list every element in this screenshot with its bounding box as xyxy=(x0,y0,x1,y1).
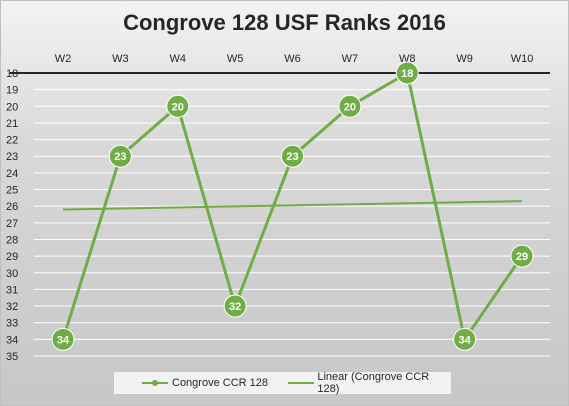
legend-label-series: Congrove CCR 128 xyxy=(172,377,268,389)
chart-title: Congrove 128 USF Ranks 2016 xyxy=(123,10,446,35)
data-point xyxy=(338,94,362,118)
data-point xyxy=(223,294,247,318)
x-tick-label: W8 xyxy=(399,53,416,65)
x-tick-label: W7 xyxy=(342,53,359,65)
legend: Congrove CCR 128 Linear (Congrove CCR 12… xyxy=(113,371,452,395)
legend-label-trendline: Linear (Congrove CCR 128) xyxy=(317,371,430,395)
y-tick-label: 19 xyxy=(6,85,18,97)
legend-line-icon xyxy=(288,372,314,394)
y-tick-label: 27 xyxy=(6,218,18,230)
data-point xyxy=(51,327,75,351)
data-label: 23 xyxy=(286,151,298,163)
y-tick-label: 34 xyxy=(6,334,18,346)
trendline-layer xyxy=(62,200,523,211)
y-tick-label: 35 xyxy=(6,351,18,363)
legend-line-marker-icon xyxy=(142,372,168,394)
y-tick-label: 24 xyxy=(6,168,18,180)
x-tick-label: W9 xyxy=(456,53,473,65)
y-tick-label: 21 xyxy=(6,118,18,130)
y-tick-label: 22 xyxy=(6,135,18,147)
series-layer: 34 23 20 32 23 20 18 34 29 xyxy=(51,61,534,351)
y-tick-label: 25 xyxy=(6,185,18,197)
y-tick-label: 30 xyxy=(6,268,18,280)
axis-tick-labels: 18 19 20 21 22 23 24 25 26 27 28 29 30 31 32 33 34 35 W2 W3… xyxy=(6,53,533,363)
data-point xyxy=(510,244,534,268)
data-label: 29 xyxy=(516,251,528,263)
gridlines xyxy=(10,72,550,357)
x-tick-label: W2 xyxy=(55,53,72,65)
x-tick-label: W4 xyxy=(170,53,187,65)
y-tick-label: 23 xyxy=(6,151,18,163)
y-tick-label: 33 xyxy=(6,318,18,330)
data-point xyxy=(395,61,419,85)
x-tick-label: W6 xyxy=(284,53,301,65)
y-tick-label: 29 xyxy=(6,251,18,263)
y-tick-label: 18 xyxy=(6,68,18,80)
data-label: 34 xyxy=(57,334,70,346)
data-label: 20 xyxy=(344,101,356,113)
trendline xyxy=(62,200,523,211)
x-tick-label: W10 xyxy=(511,53,534,65)
data-label: 20 xyxy=(172,101,184,113)
data-label: 23 xyxy=(114,151,126,163)
y-tick-label: 28 xyxy=(6,234,18,246)
data-point xyxy=(108,144,132,168)
data-point xyxy=(281,144,304,168)
y-tick-label: 20 xyxy=(6,101,18,113)
data-point xyxy=(453,327,477,351)
legend-entry-trendline: Linear (Congrove CCR 128) xyxy=(288,371,451,395)
data-point xyxy=(166,94,190,118)
x-tick-label: W3 xyxy=(112,53,129,65)
data-label: 32 xyxy=(229,301,241,313)
data-label: 34 xyxy=(459,334,472,346)
x-tick-label: W5 xyxy=(227,53,244,65)
y-tick-label: 26 xyxy=(6,201,18,213)
y-tick-label: 32 xyxy=(6,301,18,313)
legend-entry-series: Congrove CCR 128 xyxy=(142,372,268,394)
y-tick-label: 31 xyxy=(6,284,18,296)
data-label: 18 xyxy=(401,68,413,80)
